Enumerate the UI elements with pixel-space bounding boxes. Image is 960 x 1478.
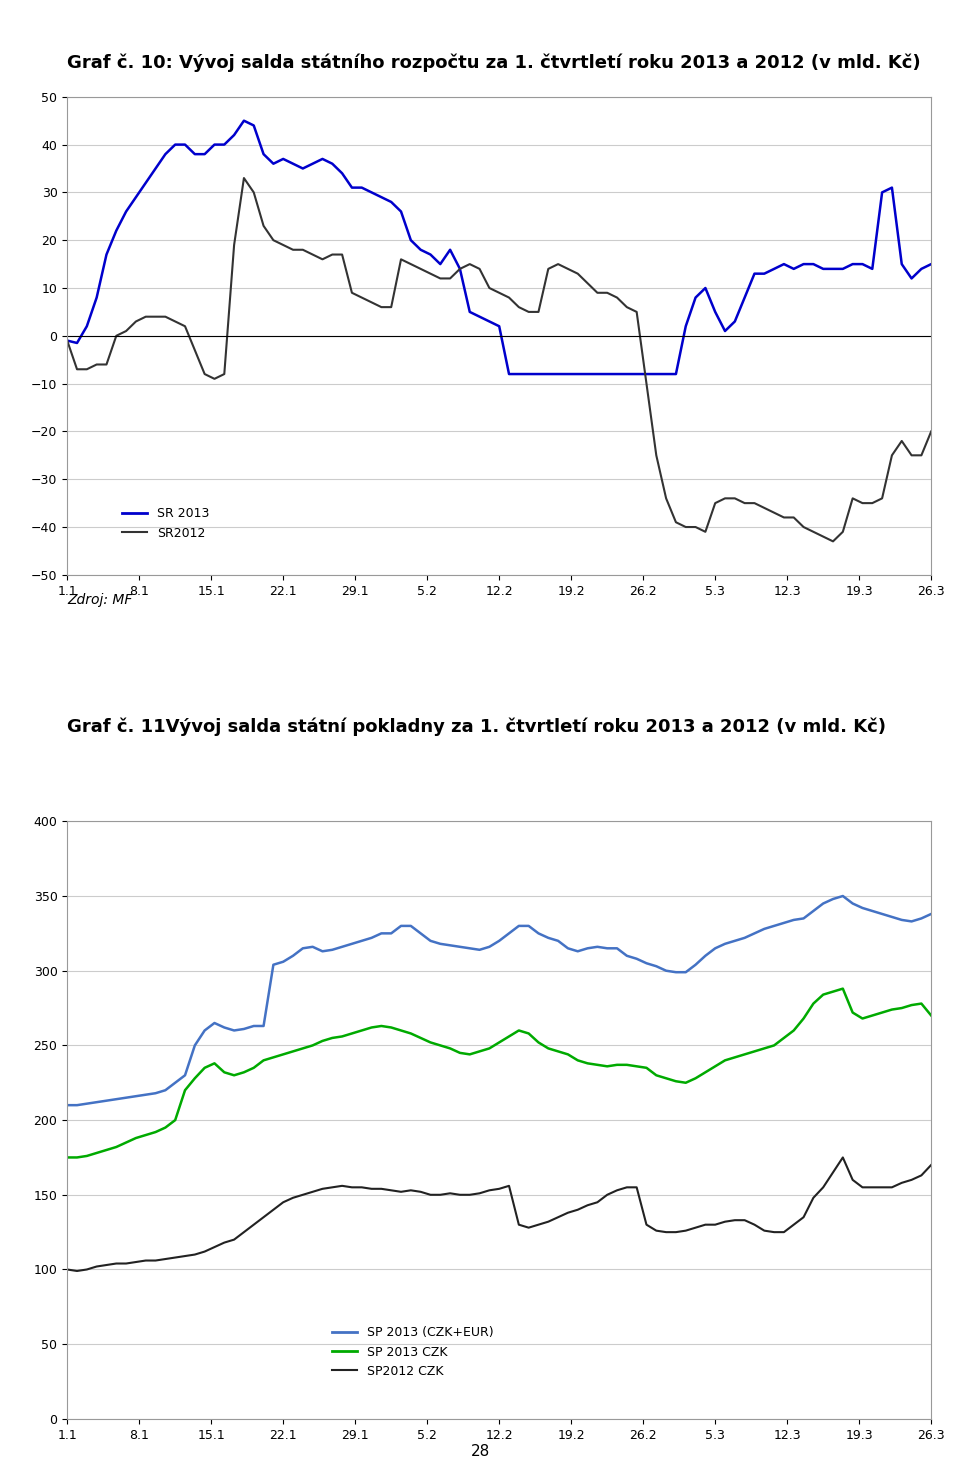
Text: 28: 28 <box>470 1444 490 1459</box>
Legend: SP 2013 (CZK+EUR), SP 2013 CZK, SP2012 CZK: SP 2013 (CZK+EUR), SP 2013 CZK, SP2012 C… <box>327 1321 498 1383</box>
Text: Graf č. 11Vývoj salda státní pokladny za 1. čtvrtletí roku 2013 a 2012 (v mld. K: Graf č. 11Vývoj salda státní pokladny za… <box>67 718 886 736</box>
Legend: SR 2013, SR2012: SR 2013, SR2012 <box>117 503 214 545</box>
Text: Graf č. 10: Vývoj salda státního rozpočtu za 1. čtvrtletí roku 2013 a 2012 (v ml: Graf č. 10: Vývoj salda státního rozpočt… <box>67 53 921 72</box>
Text: Zdroj: MF: Zdroj: MF <box>67 593 132 607</box>
